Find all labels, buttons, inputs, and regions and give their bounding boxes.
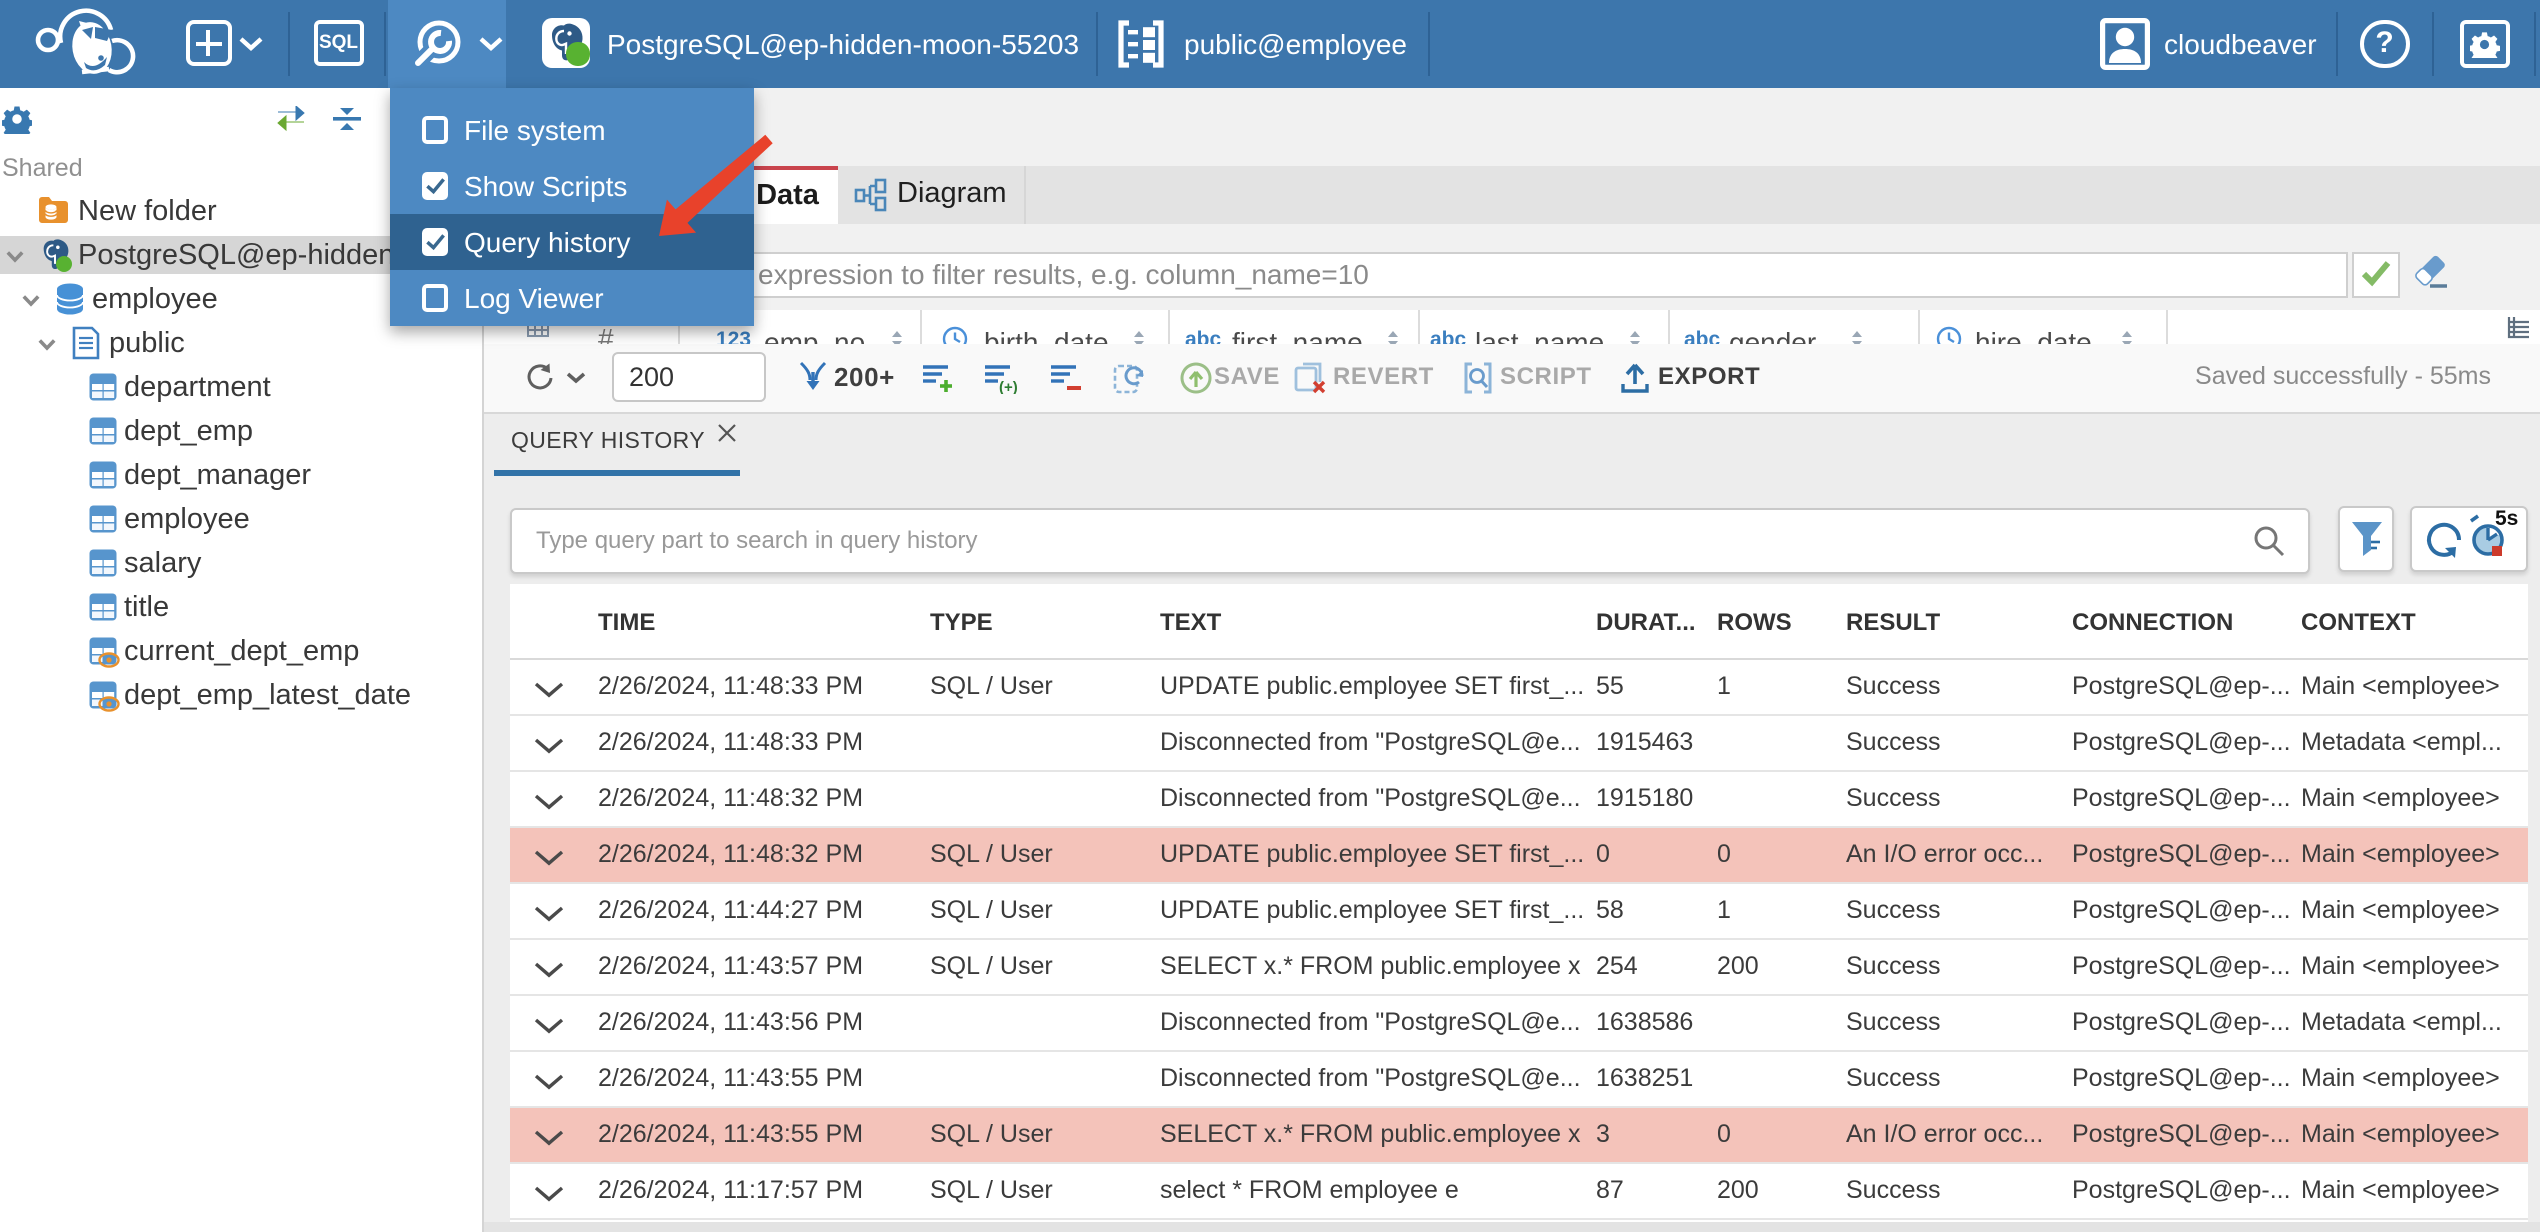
svg-text:(+): (+) bbox=[999, 378, 1018, 393]
svg-text:5s: 5s bbox=[2495, 507, 2518, 529]
